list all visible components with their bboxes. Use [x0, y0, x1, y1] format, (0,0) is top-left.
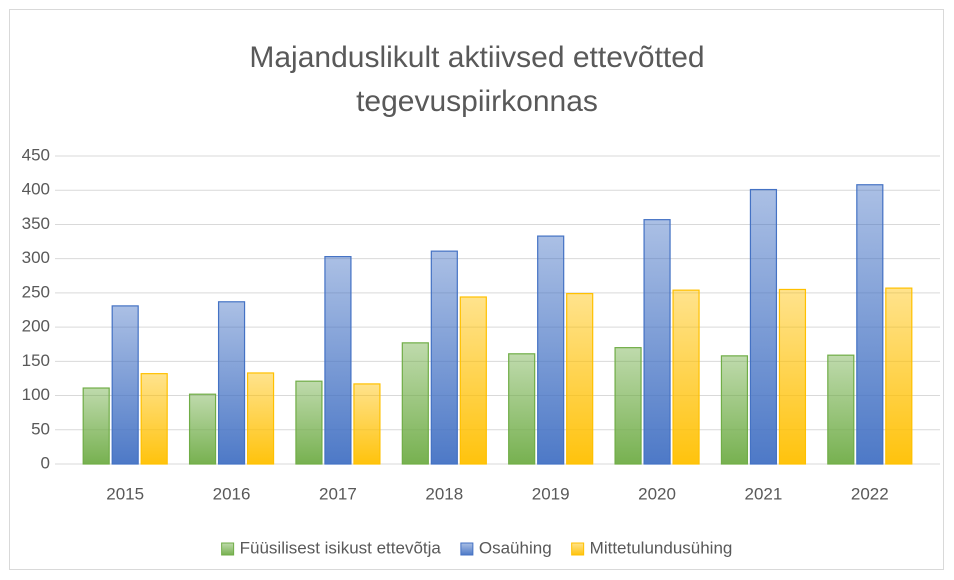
bar	[459, 296, 487, 465]
chart-title: Majanduslikult aktiivsed ettevõtted tege…	[249, 41, 705, 118]
x-tick-label: 2017	[319, 484, 357, 503]
x-tick-label: 2022	[851, 484, 889, 503]
bar	[188, 393, 217, 465]
legend-label: Füüsilisest isikust ettevõtja	[240, 538, 442, 557]
bar	[217, 301, 246, 465]
y-tick-label: 200	[22, 317, 50, 336]
bar	[614, 347, 642, 465]
chart-border	[9, 9, 944, 570]
bar	[508, 353, 536, 465]
bar	[827, 354, 855, 465]
bar	[537, 235, 565, 465]
bar	[856, 184, 884, 465]
bar	[295, 380, 323, 465]
x-tick-label: 2020	[638, 484, 676, 503]
x-tick-label: 2019	[532, 484, 570, 503]
bar	[324, 256, 352, 465]
bar	[643, 219, 671, 465]
y-tick-label: 300	[22, 248, 50, 267]
x-tick-label: 2016	[213, 484, 251, 503]
y-tick-label: 450	[22, 145, 50, 164]
bar	[885, 287, 913, 465]
y-tick-label: 0	[41, 453, 50, 472]
y-tick-label: 400	[22, 180, 50, 199]
bar	[672, 289, 700, 465]
legend-swatch	[221, 542, 235, 556]
bar	[246, 372, 275, 465]
y-tick-label: 150	[22, 351, 50, 370]
y-tick-label: 350	[22, 214, 50, 233]
x-tick-label: 2018	[425, 484, 463, 503]
bar	[778, 288, 807, 465]
bar	[140, 373, 168, 465]
legend-label: Osaühing	[479, 538, 552, 557]
bar	[111, 305, 139, 465]
x-tick-label: 2015	[106, 484, 144, 503]
x-tick-label: 2021	[745, 484, 783, 503]
bar	[82, 387, 110, 465]
bar	[353, 383, 381, 465]
bar	[749, 188, 778, 465]
bar	[401, 342, 429, 465]
bar	[430, 250, 458, 465]
y-tick-label: 250	[22, 282, 50, 301]
legend-label: Mittetulundusühing	[590, 538, 733, 557]
bar	[720, 355, 749, 465]
y-tick-label: 50	[31, 419, 50, 438]
legend-swatch	[460, 542, 474, 556]
y-tick-label: 100	[22, 385, 50, 404]
bar	[566, 292, 594, 465]
legend-swatch	[571, 542, 585, 556]
